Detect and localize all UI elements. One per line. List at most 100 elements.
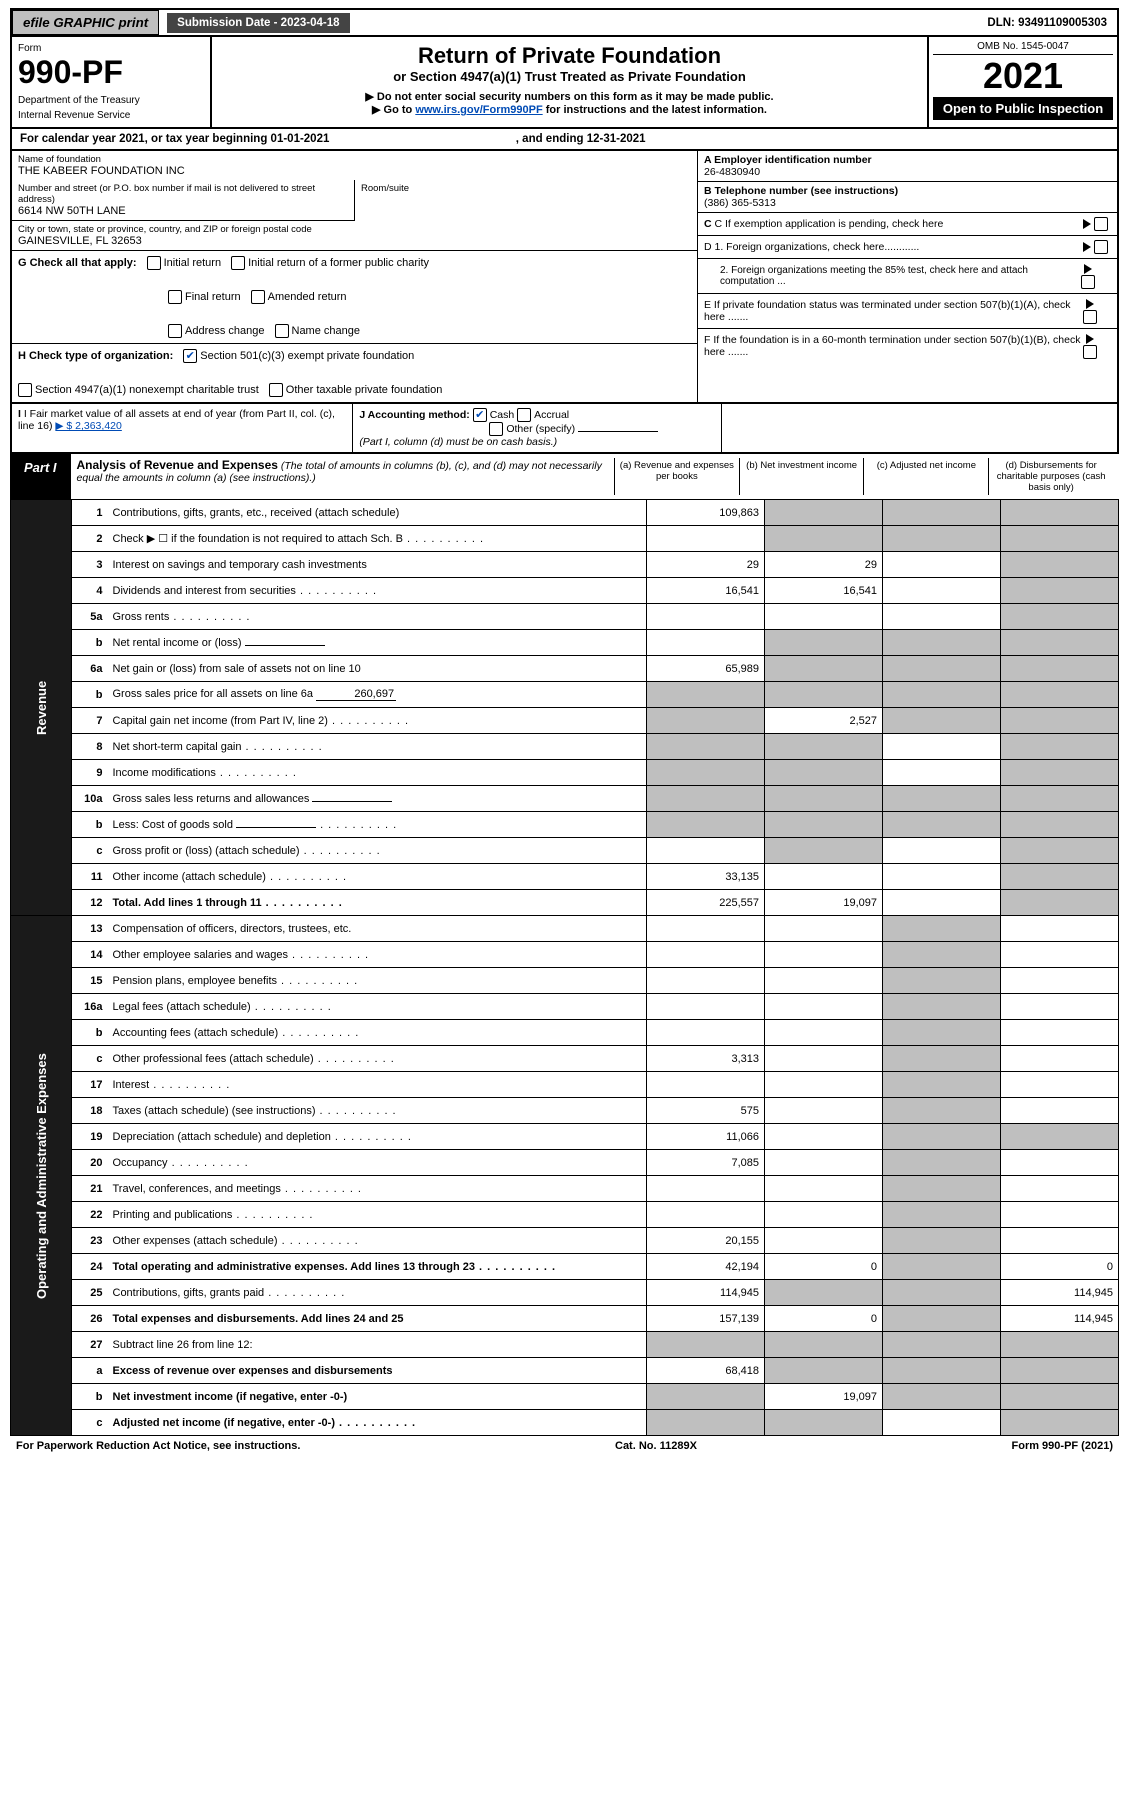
cell-b: [765, 760, 883, 786]
row-label: Occupancy: [108, 1150, 647, 1176]
row-number: 20: [72, 1150, 108, 1176]
cell-c: [883, 812, 1001, 838]
address-change-checkbox[interactable]: [168, 324, 182, 338]
initial-return-former-checkbox[interactable]: [231, 256, 245, 270]
form-ref: Form 990-PF (2021): [1012, 1440, 1113, 1452]
f-label: F If the foundation is in a 60-month ter…: [704, 334, 1083, 358]
c-checkbox[interactable]: [1094, 217, 1108, 231]
d2-checkbox[interactable]: [1081, 275, 1095, 289]
cell-a: [647, 1202, 765, 1228]
501c3-checkbox[interactable]: [183, 349, 197, 363]
row-number: 17: [72, 1072, 108, 1098]
cell-d: [1001, 708, 1119, 734]
cell-a: [647, 1020, 765, 1046]
table-row: 15Pension plans, employee benefits: [11, 968, 1119, 994]
e-checkbox[interactable]: [1083, 310, 1097, 324]
row-number: b: [72, 812, 108, 838]
cell-b: 29: [765, 552, 883, 578]
accrual-checkbox[interactable]: [517, 408, 531, 422]
row-label: Interest: [108, 1072, 647, 1098]
row-label: Depreciation (attach schedule) and deple…: [108, 1124, 647, 1150]
row-label: Check ▶ ☐ if the foundation is not requi…: [108, 526, 647, 552]
final-return-checkbox[interactable]: [168, 290, 182, 304]
cell-d: 114,945: [1001, 1280, 1119, 1306]
table-row: aExcess of revenue over expenses and dis…: [11, 1358, 1119, 1384]
table-row: 18Taxes (attach schedule) (see instructi…: [11, 1098, 1119, 1124]
col-c-header: (c) Adjusted net income: [863, 458, 988, 495]
row-number: 8: [72, 734, 108, 760]
table-row: 27Subtract line 26 from line 12:: [11, 1332, 1119, 1358]
name-change-checkbox[interactable]: [275, 324, 289, 338]
note-ssn: ▶ Do not enter social security numbers o…: [220, 90, 919, 103]
row-number: 9: [72, 760, 108, 786]
form990pf-link[interactable]: www.irs.gov/Form990PF: [415, 104, 542, 116]
table-row: 8Net short-term capital gain: [11, 734, 1119, 760]
cell-d: [1001, 786, 1119, 812]
cell-a: [647, 968, 765, 994]
row-label: Other expenses (attach schedule): [108, 1228, 647, 1254]
cell-b: [765, 864, 883, 890]
section-h: H Check type of organization: Section 50…: [12, 344, 697, 402]
form-footer: For Paperwork Reduction Act Notice, see …: [10, 1436, 1119, 1456]
dept-treasury: Department of the Treasury: [18, 95, 204, 106]
cell-d: [1001, 760, 1119, 786]
cell-a: 109,863: [647, 500, 765, 526]
row-number: b: [72, 1384, 108, 1410]
row-number: a: [72, 1358, 108, 1384]
efile-print-button[interactable]: efile GRAPHIC print: [12, 10, 159, 35]
4947a1-checkbox[interactable]: [18, 383, 32, 397]
cell-a: 575: [647, 1098, 765, 1124]
row-number: 22: [72, 1202, 108, 1228]
form-header: Form 990-PF Department of the Treasury I…: [10, 37, 1119, 129]
row-label: Less: Cost of goods sold: [108, 812, 647, 838]
other-method-checkbox[interactable]: [489, 422, 503, 436]
row-label: Gross sales less returns and allowances: [108, 786, 647, 812]
cell-d: [1001, 838, 1119, 864]
cell-a: [647, 1072, 765, 1098]
amended-return-checkbox[interactable]: [251, 290, 265, 304]
col-d-header: (d) Disbursements for charitable purpose…: [988, 458, 1113, 495]
c-label: C C If exemption application is pending,…: [704, 218, 943, 230]
initial-return-checkbox[interactable]: [147, 256, 161, 270]
revenue-side-label: Revenue: [11, 500, 72, 916]
h-label: H Check type of organization:: [18, 350, 173, 362]
cell-a: 11,066: [647, 1124, 765, 1150]
row-label: Net investment income (if negative, ente…: [108, 1384, 647, 1410]
cell-d: [1001, 630, 1119, 656]
table-row: 6aNet gain or (loss) from sale of assets…: [11, 656, 1119, 682]
form-label: Form: [18, 43, 204, 54]
cell-c: [883, 760, 1001, 786]
table-row: 19Depreciation (attach schedule) and dep…: [11, 1124, 1119, 1150]
cell-c: [883, 708, 1001, 734]
d1-checkbox[interactable]: [1094, 240, 1108, 254]
omb-number: OMB No. 1545-0047: [933, 41, 1113, 55]
cell-a: [647, 1384, 765, 1410]
row-label: Other employee salaries and wages: [108, 942, 647, 968]
note-link-line: ▶ Go to www.irs.gov/Form990PF for instru…: [220, 103, 919, 116]
cell-c: [883, 1306, 1001, 1332]
calendar-year-line: For calendar year 2021, or tax year begi…: [10, 129, 1119, 151]
cell-b: [765, 812, 883, 838]
row-number: 16a: [72, 994, 108, 1020]
row-number: 4: [72, 578, 108, 604]
name-label: Name of foundation: [18, 154, 691, 165]
part-title: Analysis of Revenue and Expenses: [77, 458, 278, 472]
row-number: 12: [72, 890, 108, 916]
cell-d: [1001, 656, 1119, 682]
row-number: 2: [72, 526, 108, 552]
cell-b: 19,097: [765, 890, 883, 916]
cell-d: [1001, 604, 1119, 630]
f-checkbox[interactable]: [1083, 345, 1097, 359]
cell-b: [765, 942, 883, 968]
row-label: Net rental income or (loss): [108, 630, 647, 656]
cash-checkbox[interactable]: [473, 408, 487, 422]
other-taxable-checkbox[interactable]: [269, 383, 283, 397]
row-label: Total. Add lines 1 through 11: [108, 890, 647, 916]
cell-c: [883, 994, 1001, 1020]
part-1-header: Part I Analysis of Revenue and Expenses …: [10, 454, 1119, 499]
cell-b: [765, 1358, 883, 1384]
cell-b: [765, 656, 883, 682]
table-row: 12Total. Add lines 1 through 11225,55719…: [11, 890, 1119, 916]
cell-d: [1001, 1332, 1119, 1358]
table-row: cAdjusted net income (if negative, enter…: [11, 1410, 1119, 1436]
